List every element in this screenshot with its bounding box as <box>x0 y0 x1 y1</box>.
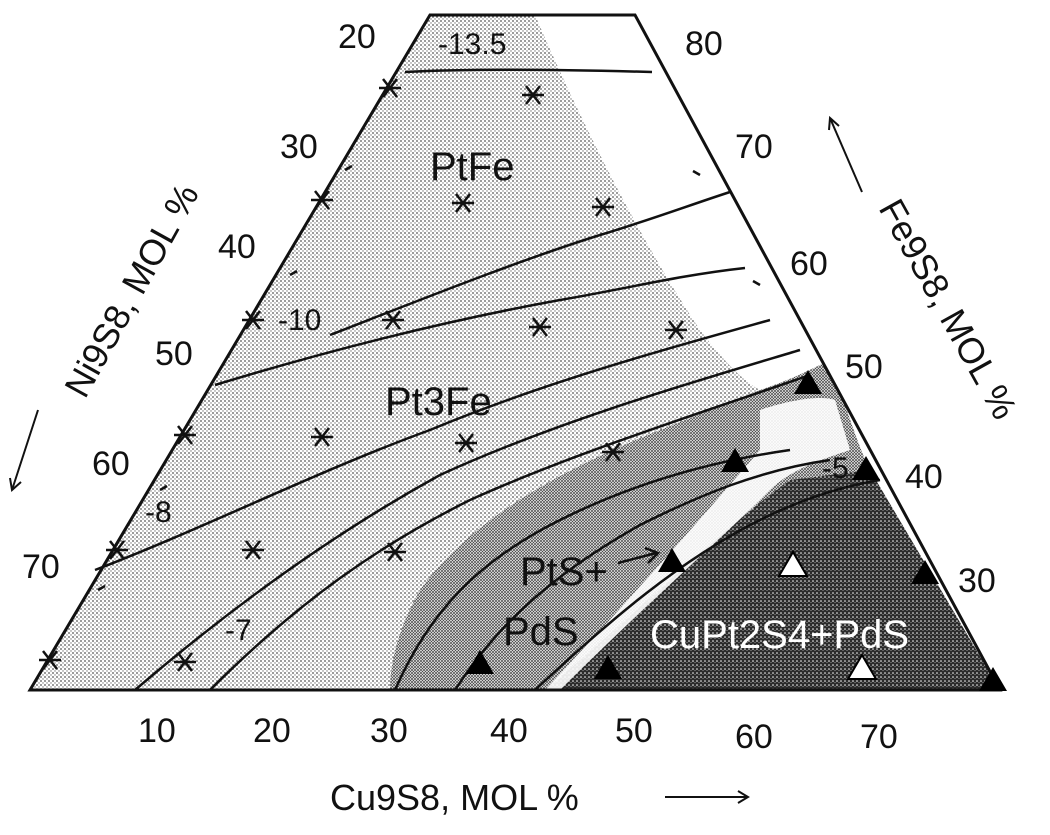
asterisk-marker-icon <box>242 540 264 560</box>
asterisk-marker-icon <box>174 652 196 672</box>
phase-label-pt3fe: Pt3Fe <box>385 380 492 424</box>
arrow-icon <box>665 790 750 804</box>
asterisk-marker-icon <box>452 193 474 213</box>
isopleth-line-c <box>393 448 791 691</box>
isopleth-line-d <box>453 458 831 691</box>
bottom-tick: 60 <box>735 718 773 756</box>
dark-stipple-region <box>545 470 1000 690</box>
asterisk-marker-icon <box>106 540 128 560</box>
isopleth-line-7 <box>209 373 811 691</box>
triangle-marker-icon <box>794 370 822 394</box>
isopleth-line-10 <box>214 266 746 387</box>
isopleth-label-13-5: -13.5 <box>438 28 506 61</box>
phase-label-cupt2s4: CuPt2S4+PdS <box>650 613 909 657</box>
triangle-marker-icon <box>721 448 749 472</box>
right-axis-ticks: 80 70 60 50 40 30 <box>685 25 996 600</box>
isopleth-line-a <box>329 190 731 337</box>
right-axis-label: Fe9S8, MOL % <box>871 192 1026 426</box>
right-tick: 40 <box>905 458 943 496</box>
bottom-tick: 20 <box>253 712 291 750</box>
arrow-icon <box>617 546 661 565</box>
isopleth-line-5 <box>534 478 881 691</box>
right-tick: 70 <box>735 128 773 166</box>
triangle-marker-icon <box>466 650 494 674</box>
right-tick: 30 <box>958 562 996 600</box>
triangle-marker-icon <box>911 560 939 584</box>
triangle-marker-icon <box>979 667 1007 691</box>
isopleth-label-5: -5 <box>822 452 849 485</box>
asterisk-marker-icon <box>311 190 333 210</box>
left-axis-ticks: 20 30 40 50 60 70 <box>22 18 376 586</box>
medium-stipple-region <box>390 360 870 690</box>
left-tick: 40 <box>218 228 256 266</box>
bottom-axis-label: Cu9S8, MOL % <box>330 777 579 818</box>
bottom-tick: 50 <box>615 712 653 750</box>
asterisk-marker-icon <box>602 442 624 462</box>
isopleth-lines <box>94 68 881 691</box>
right-tick: 80 <box>685 25 723 63</box>
left-tick: 30 <box>280 128 318 166</box>
asterisk-marker-icon <box>665 320 687 340</box>
asterisk-marker-icon <box>174 425 196 445</box>
arrow-icon <box>828 115 863 193</box>
left-tick: 20 <box>338 18 376 56</box>
left-tick: 60 <box>92 445 130 483</box>
isopleth-label-10: -10 <box>278 304 321 337</box>
asterisk-markers <box>39 78 687 672</box>
left-tick: 70 <box>22 548 60 586</box>
bottom-axis-ticks: 10 20 30 40 50 60 70 <box>138 712 898 756</box>
left-tick: 50 <box>155 335 193 373</box>
asterisk-marker-icon <box>382 310 404 330</box>
edge-tick-marks <box>97 164 761 592</box>
asterisk-marker-icon <box>242 310 264 330</box>
triangle-marker-icon <box>594 655 622 679</box>
bottom-tick: 40 <box>490 712 528 750</box>
bottom-tick: 30 <box>370 712 408 750</box>
asterisk-marker-icon <box>455 433 477 453</box>
asterisk-marker-icon <box>39 650 61 670</box>
right-tick: 50 <box>845 348 883 386</box>
asterisk-marker-icon <box>379 78 401 98</box>
bottom-tick: 70 <box>860 718 898 756</box>
isopleth-label-8: -8 <box>145 496 172 529</box>
bottom-tick: 10 <box>138 712 176 750</box>
asterisk-marker-icon <box>529 317 551 337</box>
triangle-markers <box>466 370 1007 691</box>
isopleth-line-13-5 <box>404 68 653 74</box>
isopleth-label-7: -7 <box>225 614 252 647</box>
phase-label-pts: PtS+ <box>520 550 608 594</box>
triangle-marker-icon <box>846 653 878 680</box>
arrow-icon <box>9 409 39 492</box>
phase-label-ptfe: PtFe <box>430 145 514 189</box>
asterisk-marker-icon <box>522 85 544 105</box>
triangle-marker-icon <box>777 550 809 577</box>
right-tick: 60 <box>790 245 828 283</box>
isopleth-line-b <box>94 318 771 572</box>
asterisk-marker-icon <box>384 542 406 562</box>
phase-label-pds: PdS <box>503 610 579 654</box>
isopleth-line-8 <box>134 348 801 691</box>
triangle-marker-icon <box>658 548 686 572</box>
asterisk-marker-icon <box>311 427 333 447</box>
triangle-marker-icon <box>852 456 880 480</box>
asterisk-marker-icon <box>592 197 614 217</box>
